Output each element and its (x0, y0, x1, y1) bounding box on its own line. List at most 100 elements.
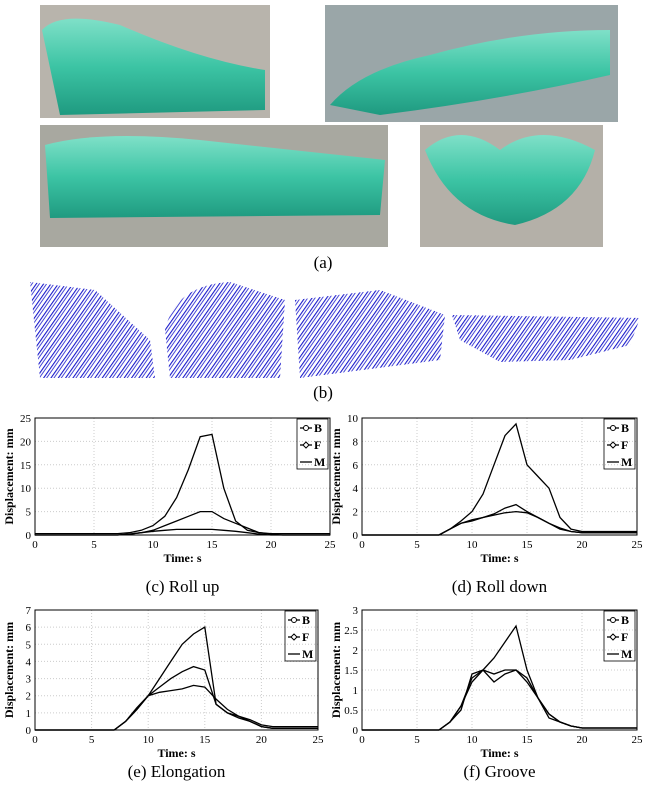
x-tick-label: 20 (256, 734, 268, 746)
y-tick-label: 4 (26, 656, 32, 668)
y-tick-label: 1.5 (344, 665, 358, 677)
legend-label: M (621, 647, 632, 661)
y-tick-label: 1 (26, 708, 32, 720)
legend-label: F (621, 438, 628, 452)
y-tick-label: 2 (26, 691, 32, 703)
x-axis-label: Time: s (480, 746, 518, 760)
y-tick-label: 0 (26, 530, 32, 542)
x-tick-label: 15 (522, 734, 534, 746)
point-cloud (452, 315, 640, 362)
y-tick-label: 25 (20, 413, 32, 425)
legend-marker (291, 634, 297, 640)
series-line (362, 670, 637, 730)
legend-marker (292, 618, 297, 623)
y-tick-label: 2 (353, 645, 359, 657)
x-tick-label: 20 (577, 539, 589, 551)
x-tick-label: 0 (359, 539, 365, 551)
caption: (d) Roll down (452, 577, 548, 596)
series-line (35, 512, 330, 535)
legend-label: M (302, 647, 313, 661)
y-tick-label: 1 (353, 685, 359, 697)
legend-marker (610, 634, 616, 640)
y-tick-label: 5 (26, 507, 32, 519)
y-tick-label: 10 (347, 413, 359, 425)
x-tick-label: 15 (207, 539, 219, 551)
y-axis-label: Displacement: mm (2, 622, 16, 718)
plot-frame (362, 418, 637, 535)
plot-frame (35, 418, 330, 535)
plot-frame (35, 610, 318, 730)
legend-marker (611, 618, 616, 623)
legend-label: B (302, 613, 310, 627)
y-tick-label: 2 (353, 507, 359, 519)
y-tick-label: 7 (26, 605, 32, 617)
legend-label: F (314, 438, 321, 452)
caption: (c) Roll up (146, 577, 220, 596)
y-tick-label: 4 (353, 483, 359, 495)
x-tick-label: 20 (577, 734, 589, 746)
x-tick-label: 10 (143, 734, 155, 746)
y-tick-label: 8 (353, 436, 359, 448)
y-tick-label: 15 (20, 460, 32, 472)
x-tick-label: 25 (632, 539, 644, 551)
x-axis-label: Time: s (480, 551, 518, 565)
x-axis-label: Time: s (157, 746, 195, 760)
x-tick-label: 25 (313, 734, 325, 746)
caption: (a) (314, 253, 333, 272)
series-line (35, 685, 318, 730)
x-tick-label: 25 (325, 539, 337, 551)
y-tick-label: 10 (20, 483, 32, 495)
x-tick-label: 15 (522, 539, 534, 551)
x-tick-label: 25 (632, 734, 644, 746)
point-cloud (30, 282, 155, 378)
y-tick-label: 0.5 (344, 705, 358, 717)
x-tick-label: 10 (467, 734, 479, 746)
x-tick-label: 15 (199, 734, 211, 746)
x-tick-label: 5 (414, 539, 420, 551)
series-line (362, 670, 637, 730)
series-line (362, 505, 637, 535)
y-tick-label: 3 (353, 605, 359, 617)
y-tick-label: 3 (26, 674, 32, 686)
legend-label: F (621, 630, 628, 644)
x-tick-label: 20 (266, 539, 278, 551)
y-axis-label: Displacement: mm (329, 428, 343, 524)
photos (40, 5, 618, 247)
y-tick-label: 0 (353, 725, 359, 737)
figure-page: (a) (b) 05101520250510152025BFMTime: sDi… (0, 0, 645, 796)
point-cloud (295, 290, 445, 378)
legend-label: B (621, 421, 629, 435)
x-tick-label: 5 (89, 734, 95, 746)
caption: (f) Groove (463, 762, 535, 781)
legend-label: M (621, 455, 632, 469)
x-tick-label: 0 (359, 734, 365, 746)
y-tick-label: 20 (20, 436, 32, 448)
caption: (b) (313, 383, 333, 402)
legend-marker (304, 426, 309, 431)
x-tick-label: 10 (148, 539, 160, 551)
x-tick-label: 5 (414, 734, 420, 746)
y-tick-label: 5 (26, 639, 32, 651)
y-axis-label: Displacement: mm (2, 428, 16, 524)
legend-marker (611, 426, 616, 431)
point-cloud (165, 282, 285, 378)
x-axis-label: Time: s (163, 551, 201, 565)
series-line (35, 667, 318, 730)
figure: (a) (b) 05101520250510152025BFMTime: sDi… (0, 0, 645, 796)
y-tick-label: 0 (353, 530, 359, 542)
y-tick-label: 0 (26, 725, 32, 737)
legend-marker (303, 442, 309, 448)
legend-label: M (314, 455, 325, 469)
series-line (362, 424, 637, 535)
legend-label: B (621, 613, 629, 627)
x-tick-label: 0 (32, 539, 38, 551)
legend-label: F (302, 630, 309, 644)
y-tick-label: 2.5 (344, 625, 358, 637)
y-tick-label: 6 (353, 460, 359, 472)
plot-frame (362, 610, 637, 730)
caption: (e) Elongation (128, 762, 226, 781)
legend-label: B (314, 421, 322, 435)
legend-marker (610, 442, 616, 448)
x-tick-label: 5 (91, 539, 97, 551)
x-tick-label: 10 (467, 539, 479, 551)
